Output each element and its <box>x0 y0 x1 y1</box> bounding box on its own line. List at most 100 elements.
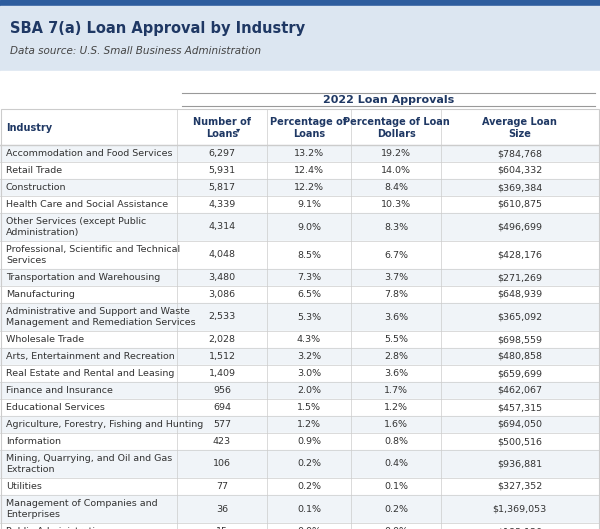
Text: 36: 36 <box>216 505 228 514</box>
Text: 5,931: 5,931 <box>208 166 236 175</box>
Text: 956: 956 <box>213 386 231 395</box>
Text: 4,048: 4,048 <box>209 251 235 260</box>
Text: 14.0%: 14.0% <box>381 166 411 175</box>
Text: Real Estate and Rental and Leasing: Real Estate and Rental and Leasing <box>6 369 175 378</box>
Text: Information: Information <box>6 437 61 446</box>
Text: 6,297: 6,297 <box>209 149 235 158</box>
Text: 6.5%: 6.5% <box>297 290 321 299</box>
Text: 7.8%: 7.8% <box>384 290 408 299</box>
Text: Agriculture, Forestry, Fishing and Hunting: Agriculture, Forestry, Fishing and Hunti… <box>6 420 203 429</box>
Text: 2,533: 2,533 <box>208 313 236 322</box>
Bar <box>0 0 600 6</box>
Text: 0.1%: 0.1% <box>384 482 408 491</box>
Bar <box>0 348 600 365</box>
Bar <box>0 145 600 162</box>
Text: 5.5%: 5.5% <box>384 335 408 344</box>
Text: $369,384: $369,384 <box>497 183 542 192</box>
Text: $428,176: $428,176 <box>497 251 542 260</box>
Bar <box>0 399 600 416</box>
Bar <box>0 71 600 89</box>
Text: $327,352: $327,352 <box>497 482 542 491</box>
Text: 3.0%: 3.0% <box>297 369 321 378</box>
Text: Manufacturing: Manufacturing <box>6 290 75 299</box>
Bar <box>0 179 600 196</box>
Text: 423: 423 <box>213 437 231 446</box>
Text: Administrative and Support and Waste
Management and Remediation Services: Administrative and Support and Waste Man… <box>6 307 196 327</box>
Bar <box>0 331 600 348</box>
Text: Mining, Quarrying, and Oil and Gas
Extraction: Mining, Quarrying, and Oil and Gas Extra… <box>6 454 172 473</box>
Text: 3.7%: 3.7% <box>384 273 408 282</box>
Text: 7.3%: 7.3% <box>297 273 321 282</box>
Text: $604,332: $604,332 <box>497 166 542 175</box>
Text: $1,369,053: $1,369,053 <box>493 505 547 514</box>
Text: Construction: Construction <box>6 183 67 192</box>
Bar <box>0 523 600 529</box>
Text: 5.3%: 5.3% <box>297 313 321 322</box>
Text: 9.1%: 9.1% <box>297 200 321 209</box>
Bar <box>0 213 600 241</box>
Text: Professional, Scientific and Technical
Services: Professional, Scientific and Technical S… <box>6 245 180 264</box>
Text: 0.8%: 0.8% <box>384 437 408 446</box>
Text: 8.5%: 8.5% <box>297 251 321 260</box>
Text: 106: 106 <box>213 460 231 469</box>
Text: 0.4%: 0.4% <box>384 460 408 469</box>
Text: 1,409: 1,409 <box>209 369 235 378</box>
Bar <box>0 495 600 523</box>
Text: 0.9%: 0.9% <box>297 437 321 446</box>
Bar <box>0 109 600 145</box>
Text: $610,875: $610,875 <box>497 200 542 209</box>
Text: Other Services (except Public
Administration): Other Services (except Public Administra… <box>6 217 146 236</box>
Text: Utilities: Utilities <box>6 482 42 491</box>
Text: 8.4%: 8.4% <box>384 183 408 192</box>
Text: Accommodation and Food Services: Accommodation and Food Services <box>6 149 173 158</box>
Bar <box>0 450 600 478</box>
Text: 3,086: 3,086 <box>208 290 236 299</box>
Text: 0.2%: 0.2% <box>297 460 321 469</box>
Bar <box>0 89 600 109</box>
Text: Retail Trade: Retail Trade <box>6 166 62 175</box>
Text: 2.8%: 2.8% <box>384 352 408 361</box>
Bar <box>0 269 600 286</box>
Text: 19.2%: 19.2% <box>381 149 411 158</box>
Text: Arts, Entertainment and Recreation: Arts, Entertainment and Recreation <box>6 352 175 361</box>
Text: 4.3%: 4.3% <box>297 335 321 344</box>
Text: 0.0%: 0.0% <box>384 527 408 529</box>
Text: 9.0%: 9.0% <box>297 223 321 232</box>
Text: 1.6%: 1.6% <box>384 420 408 429</box>
Text: 1.2%: 1.2% <box>297 420 321 429</box>
Bar <box>0 196 600 213</box>
Text: 12.2%: 12.2% <box>294 183 324 192</box>
Text: Industry: Industry <box>6 123 52 133</box>
Bar <box>0 478 600 495</box>
Bar <box>0 303 600 331</box>
Text: 8.3%: 8.3% <box>384 223 408 232</box>
Bar <box>0 241 600 269</box>
Bar <box>0 286 600 303</box>
Text: $936,881: $936,881 <box>497 460 542 469</box>
Text: 3,480: 3,480 <box>208 273 236 282</box>
Text: 15: 15 <box>216 527 228 529</box>
Text: 6.7%: 6.7% <box>384 251 408 260</box>
Text: $457,315: $457,315 <box>497 403 542 412</box>
Text: Health Care and Social Assistance: Health Care and Social Assistance <box>6 200 168 209</box>
Text: Educational Services: Educational Services <box>6 403 105 412</box>
Text: Public Administration: Public Administration <box>6 527 107 529</box>
Text: 2,028: 2,028 <box>209 335 235 344</box>
Text: Wholesale Trade: Wholesale Trade <box>6 335 84 344</box>
Text: Average Loan
Size: Average Loan Size <box>482 117 557 139</box>
Text: $480,858: $480,858 <box>497 352 542 361</box>
Text: 10.3%: 10.3% <box>381 200 411 209</box>
Text: Percentage of
Loans: Percentage of Loans <box>271 117 347 139</box>
Text: 0.2%: 0.2% <box>384 505 408 514</box>
Text: 1,512: 1,512 <box>209 352 235 361</box>
Bar <box>0 162 600 179</box>
Bar <box>0 416 600 433</box>
Text: 577: 577 <box>213 420 231 429</box>
Bar <box>0 6 600 71</box>
Bar <box>0 365 600 382</box>
Text: $694,050: $694,050 <box>497 420 542 429</box>
Text: 4,314: 4,314 <box>208 223 236 232</box>
Text: 1.2%: 1.2% <box>384 403 408 412</box>
Text: 5,817: 5,817 <box>209 183 235 192</box>
Text: 2.0%: 2.0% <box>297 386 321 395</box>
